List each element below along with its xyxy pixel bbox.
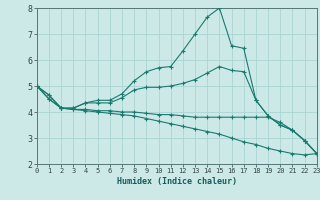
X-axis label: Humidex (Indice chaleur): Humidex (Indice chaleur)	[117, 177, 237, 186]
